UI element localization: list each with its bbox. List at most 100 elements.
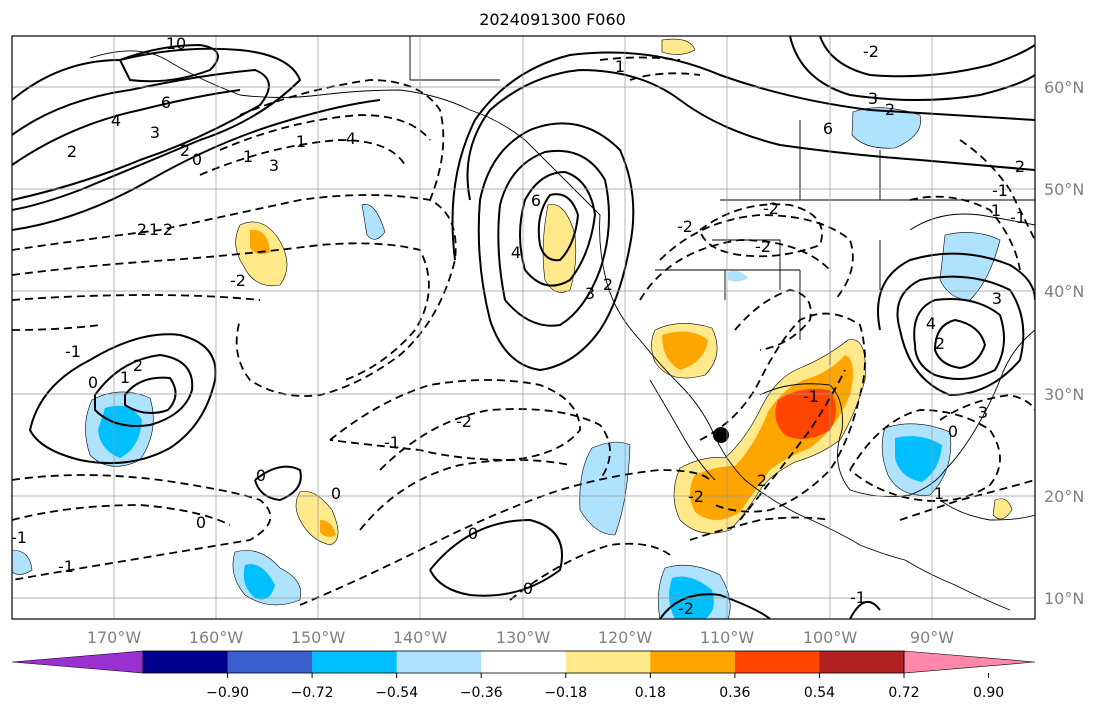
contour-label: 2: [757, 471, 767, 490]
lon-label: 110°W: [700, 628, 755, 647]
contour-label: 2: [885, 100, 895, 119]
contour-label: -1: [11, 528, 27, 547]
map-title: 2024091300 F060: [479, 10, 626, 29]
graticule: [12, 36, 1035, 619]
contour-label: 1: [120, 368, 130, 387]
colorbar-tick-label: 0.72: [888, 685, 919, 701]
contour-label: -2: [456, 412, 472, 431]
contour-label: -1: [384, 433, 400, 452]
contour-label: -2: [677, 217, 693, 236]
contour-label: -2: [230, 271, 246, 290]
colorbar-segment: [819, 651, 905, 673]
contour-label: -1: [850, 588, 866, 607]
colorbar-tick-label: −0.36: [460, 685, 503, 701]
contour-label: -2: [863, 42, 879, 61]
contour-label: 1: [243, 147, 253, 166]
contour-label: -2: [688, 487, 704, 506]
colorbar-extension-low: [11, 650, 144, 674]
contour-label: 6: [531, 191, 541, 210]
contour-label: 3: [585, 284, 595, 303]
longitude-labels: 170°W 160°W 150°W 140°W 130°W 120°W 110°…: [87, 628, 954, 647]
contour-label: 4: [111, 111, 121, 130]
contour-label: 1: [991, 201, 1001, 220]
colorbar-segment: [143, 651, 229, 673]
contour-label: 3: [978, 403, 988, 422]
contour-label: -2: [678, 599, 694, 618]
contour-label: 1: [296, 132, 306, 151]
colorbar-tick-label: −0.72: [291, 685, 334, 701]
coastlines: [89, 36, 1035, 611]
colorbar: [11, 650, 1036, 674]
contour-label: 0: [256, 466, 266, 485]
contour-label: 3: [269, 156, 279, 175]
location-marker: [713, 427, 729, 443]
contour-label: -1: [58, 557, 74, 576]
lat-label: 60°N: [1044, 78, 1084, 97]
colorbar-tick-label: −0.18: [544, 685, 587, 701]
contour-label: -2: [763, 199, 779, 218]
contour-label: 1: [149, 220, 159, 239]
lon-label: 140°W: [393, 628, 448, 647]
contour-label: -1: [65, 342, 81, 361]
contour-label: 3: [150, 123, 160, 142]
colorbar-segment: [650, 651, 736, 673]
dashed-contours: [12, 56, 1035, 606]
colorbar-tick-label: 0.54: [804, 685, 835, 701]
shaded-anomalies: [12, 38, 1013, 619]
lon-label: 90°W: [910, 628, 954, 647]
contour-label: 2: [133, 356, 143, 375]
contour-label: -2: [755, 237, 771, 256]
contour-label: 3: [868, 89, 878, 108]
latitude-labels: 60°N 50°N 40°N 30°N 20°N 10°N: [1044, 78, 1084, 608]
contour-label: 6: [161, 93, 171, 112]
lat-label: 30°N: [1044, 385, 1084, 404]
contour-label: -1: [992, 181, 1008, 200]
contour-label: 10: [166, 34, 186, 53]
colorbar-tick-label: −0.90: [206, 685, 249, 701]
lon-label: 170°W: [87, 628, 142, 647]
colorbar-extension-high: [903, 650, 1036, 674]
contour-label: 1: [615, 57, 625, 76]
contour-label: 2: [603, 275, 613, 294]
contour-label: 0: [88, 373, 98, 392]
colorbar-segment: [565, 651, 651, 673]
map-frame: [11, 35, 1036, 620]
contour-label: 1: [934, 484, 944, 503]
contour-label: 0: [196, 513, 206, 532]
colorbar-tick-label: 0.36: [719, 685, 750, 701]
lat-label: 10°N: [1044, 589, 1084, 608]
contour-label: 2: [180, 141, 190, 160]
lon-label: 100°W: [803, 628, 858, 647]
contour-label: 2: [1015, 157, 1025, 176]
colorbar-tick-labels: −0.90 −0.72 −0.54 −0.36 −0.18 0.18 0.36 0.54 0.7…: [206, 673, 1004, 701]
contour-label: 2: [67, 142, 77, 161]
contour-label: 4: [346, 129, 356, 148]
colorbar-tick-label: 0.90: [973, 685, 1004, 701]
contour-label: 6: [823, 119, 833, 138]
contour-label: 4: [926, 314, 936, 333]
lon-label: 160°W: [189, 628, 244, 647]
lon-label: 130°W: [496, 628, 551, 647]
colorbar-segment: [227, 651, 313, 673]
contour-label: 0: [331, 484, 341, 503]
contour-label: 2: [137, 220, 147, 239]
lat-label: 20°N: [1044, 487, 1084, 506]
lon-label: 150°W: [291, 628, 346, 647]
colorbar-segment: [396, 651, 482, 673]
contours: [12, 36, 1035, 619]
contour-label: 2: [163, 220, 173, 239]
colorbar-segment: [734, 651, 820, 673]
lon-label: 120°W: [598, 628, 653, 647]
colorbar-tick-label: 0.18: [635, 685, 666, 701]
contour-label: 0: [523, 579, 533, 598]
contour-label: -1: [803, 387, 819, 406]
contour-label: 0: [948, 422, 958, 441]
contour-label: 3: [992, 289, 1002, 308]
contour-label: 4: [511, 243, 521, 262]
lat-label: 40°N: [1044, 282, 1084, 301]
contour-label: 0: [468, 524, 478, 543]
colorbar-tick-label: −0.54: [375, 685, 418, 701]
